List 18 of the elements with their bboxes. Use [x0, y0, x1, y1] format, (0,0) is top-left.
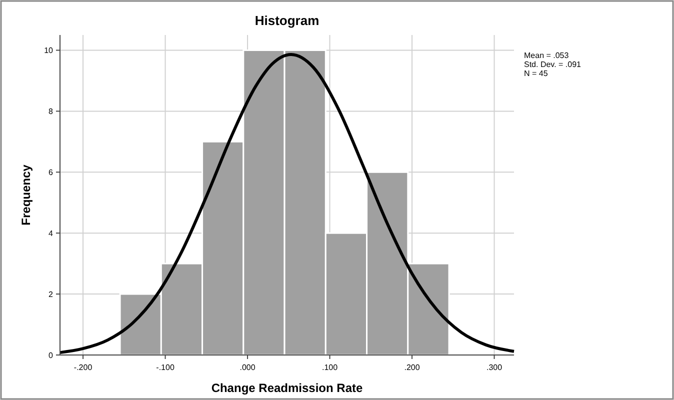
x-tick-label: .200	[404, 363, 420, 372]
x-tick-label: .100	[322, 363, 338, 372]
x-tick-label: -.100	[156, 363, 175, 372]
text: Std. Dev. = .091	[524, 60, 582, 69]
y-tick-label: 2	[48, 290, 54, 300]
y-tick-label: 10	[44, 46, 54, 56]
chart-title: Histogram	[254, 13, 320, 28]
text: N = 45	[524, 69, 548, 78]
y-tick-label: 4	[48, 229, 54, 238]
y-tick-label: 6	[48, 168, 54, 178]
x-tick-label: .300	[486, 363, 503, 372]
y-axis-title: Frequency	[19, 164, 33, 226]
y-tick-label: 8	[48, 107, 54, 116]
y-tick-label: 0	[48, 351, 54, 360]
x-tick-label: -.200	[74, 363, 93, 372]
x-axis-title: Change Readmission Rate	[211, 381, 364, 395]
text: Mean = .053	[524, 51, 570, 60]
x-tick-label: .000	[240, 363, 256, 372]
